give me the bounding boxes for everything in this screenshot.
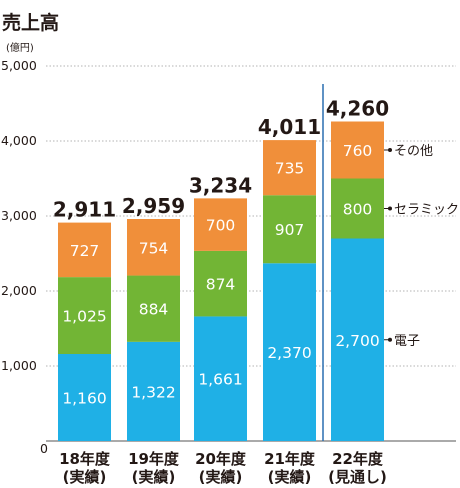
bar-segment (127, 341, 180, 441)
unit-label: (億円) (6, 43, 34, 54)
legend-dot (388, 206, 392, 211)
bar-segment (194, 198, 247, 251)
x-tick-label: 20年度 (195, 450, 247, 468)
y-tick-label: 3,000 (1, 208, 37, 223)
segment-label: 1,322 (131, 383, 175, 401)
x-tick-label: 18年度 (59, 450, 111, 468)
total-label: 4,260 (326, 97, 389, 121)
legend-dot (388, 337, 392, 342)
bar-segment (194, 316, 247, 441)
segment-label: 874 (206, 276, 236, 294)
segment-label: 1,160 (62, 390, 106, 408)
y-tick-label: 4,000 (1, 133, 37, 148)
bar-segment (127, 275, 180, 342)
total-label: 4,011 (258, 115, 321, 139)
segment-label: 727 (70, 242, 100, 260)
legend-label: セラミック (394, 203, 459, 218)
legend-dot (388, 148, 392, 152)
x-tick-sublabel: (見通し) (328, 468, 387, 486)
bar-segment (58, 277, 111, 354)
x-tick-label: 22年度 (332, 450, 384, 468)
x-tick-label: 21年度 (264, 450, 316, 468)
y-tick-label: 5,000 (1, 58, 37, 73)
segment-label: 754 (139, 239, 169, 257)
x-tick-sublabel: (実績) (132, 468, 176, 486)
total-label: 3,234 (189, 173, 252, 197)
bar-segment (331, 121, 384, 179)
segment-label: 735 (275, 160, 305, 178)
x-tick-label: 19年度 (128, 450, 180, 468)
x-tick-sublabel: (実績) (199, 468, 243, 486)
segment-label: 907 (275, 221, 305, 239)
y-tick-label: 1,000 (1, 358, 37, 373)
segment-label: 1,661 (198, 371, 242, 389)
legend-label: 電子 (394, 334, 420, 349)
bar-segment (331, 178, 384, 239)
y-tick-label: 0 (40, 441, 48, 456)
segment-label: 700 (206, 217, 236, 235)
bar-segment (263, 263, 316, 441)
bar-segment (58, 222, 111, 278)
segment-label: 2,700 (335, 332, 379, 350)
bar-segment (263, 140, 316, 196)
segment-label: 800 (343, 201, 373, 219)
segment-label: 2,370 (267, 344, 311, 362)
bar-segment (127, 219, 180, 276)
legend-label: その他 (394, 144, 433, 159)
chart-title: 売上高 (2, 12, 60, 34)
bar-segment (58, 354, 111, 441)
segment-label: 884 (139, 301, 169, 319)
segment-label: 760 (343, 142, 373, 160)
y-tick-label: 2,000 (1, 283, 37, 298)
x-tick-sublabel: (実績) (63, 468, 107, 486)
bar-segment (263, 195, 316, 264)
total-label: 2,911 (53, 198, 116, 222)
bar-segment (331, 238, 384, 441)
total-label: 2,959 (122, 194, 185, 218)
segment-label: 1,025 (62, 308, 106, 326)
x-tick-sublabel: (実績) (268, 468, 312, 486)
bar-segment (194, 250, 247, 317)
